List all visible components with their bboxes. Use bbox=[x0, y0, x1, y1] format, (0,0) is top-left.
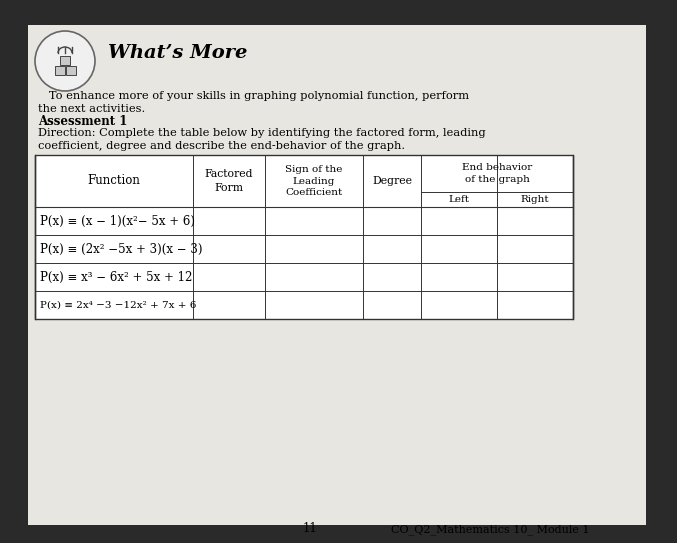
Text: Left: Left bbox=[448, 195, 470, 204]
Text: P(x) ≡ 2x⁴ −3 −12x² + 7x + 6: P(x) ≡ 2x⁴ −3 −12x² + 7x + 6 bbox=[40, 300, 196, 310]
Text: Direction: Complete the table below by identifying the factored form, leading: Direction: Complete the table below by i… bbox=[38, 128, 485, 138]
Text: Sign of the
Leading
Coefficient: Sign of the Leading Coefficient bbox=[285, 166, 343, 197]
Text: What’s More: What’s More bbox=[108, 44, 247, 62]
Text: Right: Right bbox=[521, 195, 549, 204]
Text: To enhance more of your skills in graphing polynomial function, perform: To enhance more of your skills in graphi… bbox=[38, 91, 469, 101]
Text: the next activities.: the next activities. bbox=[38, 104, 146, 114]
Bar bbox=[60, 56, 70, 65]
Bar bbox=[35, 155, 573, 319]
Text: P(x) ≡ (2x² −5x + 3)(x − 3): P(x) ≡ (2x² −5x + 3)(x − 3) bbox=[40, 243, 202, 256]
Text: Degree: Degree bbox=[372, 176, 412, 186]
Text: P(x) ≡ x³ − 6x² + 5x + 12: P(x) ≡ x³ − 6x² + 5x + 12 bbox=[40, 270, 192, 283]
Bar bbox=[66, 66, 76, 75]
Text: P(x) ≡ (x − 1)(x²− 5x + 6): P(x) ≡ (x − 1)(x²− 5x + 6) bbox=[40, 214, 195, 228]
Text: 11: 11 bbox=[303, 522, 318, 535]
Text: Assessment 1: Assessment 1 bbox=[38, 115, 127, 128]
Text: Factored
Form: Factored Form bbox=[204, 169, 253, 193]
Circle shape bbox=[35, 31, 95, 91]
Text: Function: Function bbox=[87, 174, 140, 187]
Text: coefficient, degree and describe the end-behavior of the graph.: coefficient, degree and describe the end… bbox=[38, 141, 405, 151]
Bar bbox=[55, 66, 65, 75]
Text: CO_Q2_Mathematics 10_ Module 1: CO_Q2_Mathematics 10_ Module 1 bbox=[391, 525, 589, 535]
Text: End behavior
of the graph: End behavior of the graph bbox=[462, 163, 532, 184]
